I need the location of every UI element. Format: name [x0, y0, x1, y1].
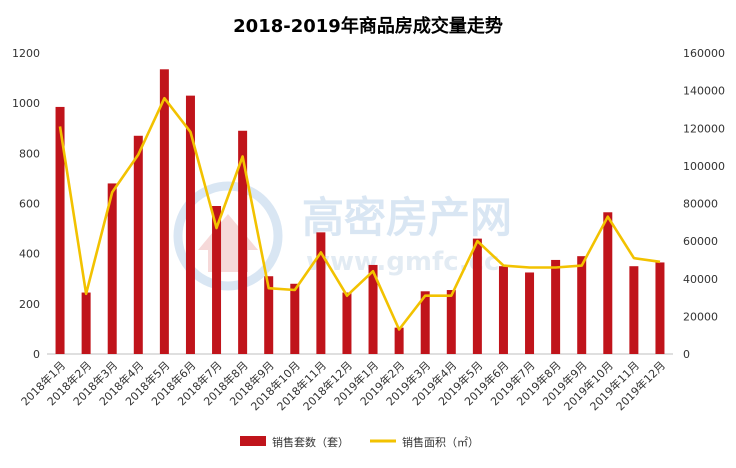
y-left-tick-label: 1200 — [12, 47, 40, 60]
y-left-tick-label: 0 — [33, 348, 40, 361]
bar — [159, 69, 169, 354]
y-left-tick-label: 800 — [19, 147, 40, 160]
bar — [133, 135, 143, 354]
watermark-logo-house — [198, 214, 258, 272]
bar — [185, 95, 195, 355]
y-right-tick-label: 140000 — [683, 85, 725, 98]
y-right-tick-label: 100000 — [683, 160, 725, 173]
bar — [629, 266, 639, 354]
y-right-tick-label: 120000 — [683, 122, 725, 135]
bar — [603, 212, 613, 354]
bar — [394, 327, 404, 354]
x-tick-labels: 2018年1月2018年2月2018年3月2018年4月2018年5月2018年… — [18, 358, 668, 413]
legend: 销售套数（套） 销售面积（㎡） — [240, 435, 479, 449]
bar — [55, 106, 65, 354]
bar-series — [55, 69, 665, 355]
bar — [238, 130, 248, 354]
bar — [525, 272, 535, 354]
y-right-tick-label: 40000 — [683, 273, 718, 286]
bar — [81, 292, 91, 354]
bar — [446, 290, 456, 354]
bar — [290, 283, 300, 354]
line-series — [58, 96, 661, 331]
axes: 0 200 400 600 800 1000 1200 0 20000 40000 60000 800… — [12, 47, 725, 361]
bar — [107, 183, 117, 354]
bar — [264, 276, 274, 354]
y-left-tick-label: 1000 — [12, 97, 40, 110]
bar — [551, 259, 561, 354]
bar — [420, 291, 430, 354]
bar — [212, 206, 222, 354]
bar — [498, 266, 508, 354]
watermark-text-en: www.gmfc.cc — [306, 247, 499, 277]
watermark-logo-ring — [173, 181, 283, 291]
bar — [342, 292, 352, 354]
bar — [655, 262, 665, 354]
y-right-tick-label: 80000 — [683, 198, 718, 211]
watermark-text-cn: 高密房产网 — [302, 193, 512, 242]
legend-swatch-bar — [240, 436, 266, 446]
y-right-tick-label: 160000 — [683, 47, 725, 60]
y-left-tick-label: 400 — [19, 248, 40, 261]
legend-label: 销售面积（㎡） — [402, 435, 479, 449]
bar — [368, 264, 378, 354]
bar — [577, 256, 587, 354]
legend-label: 销售套数（套） — [272, 435, 349, 449]
y-left-tick-label: 200 — [19, 298, 40, 311]
chart-title: 2018-2019年商品房成交量走势 — [233, 15, 503, 37]
y-right-tick-label: 20000 — [683, 310, 718, 323]
y-right-tick-label: 0 — [683, 348, 690, 361]
bar — [472, 238, 482, 354]
series-line — [58, 96, 661, 331]
y-right-tick-label: 60000 — [683, 235, 718, 248]
bar — [316, 232, 326, 354]
y-left-tick-label: 600 — [19, 198, 40, 211]
